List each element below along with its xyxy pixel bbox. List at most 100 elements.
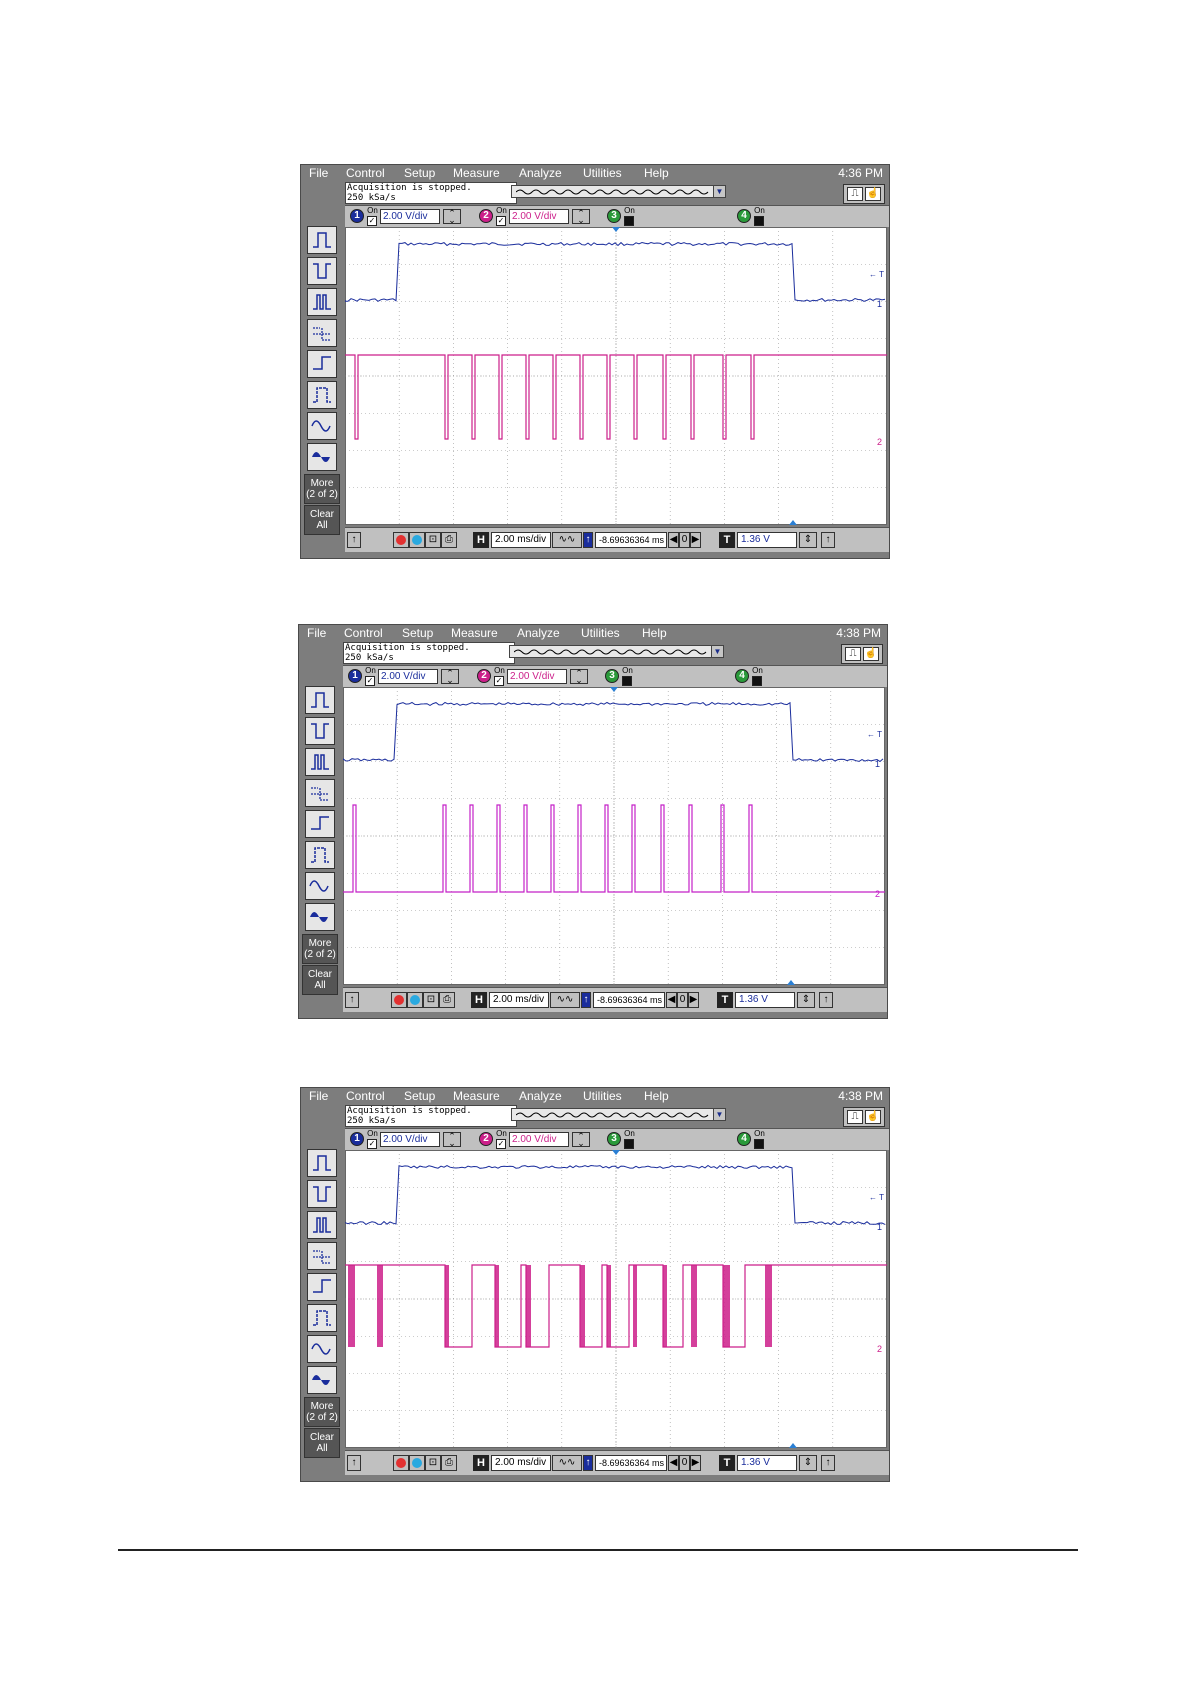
trigger-level-field[interactable]: 1.36 V	[735, 992, 795, 1008]
trigger-tv-button[interactable]	[305, 872, 335, 900]
trigger-tv-button[interactable]	[307, 412, 337, 440]
menu-analyze[interactable]: Analyze	[517, 626, 560, 640]
channel-2-on[interactable]: On ✓	[496, 206, 507, 226]
channel-2-badge[interactable]: 2	[477, 669, 491, 683]
menu-analyze[interactable]: Analyze	[519, 166, 562, 180]
trigger-glitch-button[interactable]	[307, 1211, 337, 1239]
menu-measure[interactable]: Measure	[451, 626, 498, 640]
single-button[interactable]	[409, 532, 425, 548]
menu-file[interactable]: File	[307, 626, 327, 640]
channel-4-on[interactable]: On	[754, 207, 765, 226]
delay-right-button[interactable]: ▶	[690, 1455, 701, 1471]
channel-3-badge[interactable]: 3	[607, 209, 621, 223]
single-button[interactable]	[409, 1455, 425, 1471]
channel-2-badge[interactable]: 2	[479, 209, 493, 223]
autoscale-icon[interactable]: ⊡	[425, 532, 441, 548]
trigger-tv-button[interactable]	[307, 1335, 337, 1363]
pointer-mode-icon[interactable]: ☝	[865, 187, 881, 201]
marker-right-button[interactable]: ↑	[819, 992, 833, 1008]
channel-4-badge[interactable]: 4	[737, 1132, 751, 1146]
run-button[interactable]	[393, 532, 409, 548]
timebase-spinner[interactable]: ∿∿	[552, 532, 582, 548]
channel-1-spinner[interactable]: ⌃ ⌄	[441, 669, 459, 685]
trigger-timeout-button[interactable]	[305, 841, 335, 869]
clear-all-button[interactable]: Clear All	[304, 1428, 340, 1458]
marker-left-button[interactable]: ↑	[347, 532, 361, 548]
menu-control[interactable]: Control	[346, 1089, 385, 1103]
delay-field[interactable]: -8.69636364 ms	[593, 992, 665, 1008]
channel-2-scale[interactable]: 2.00 V/div	[507, 669, 567, 684]
channel-4-on[interactable]: On	[754, 1130, 765, 1149]
trigger-timeout-button[interactable]	[307, 1304, 337, 1332]
more-button[interactable]: More (2 of 2)	[304, 474, 340, 504]
delay-zero-button[interactable]: 0	[677, 992, 688, 1008]
menu-help[interactable]: Help	[644, 1089, 669, 1103]
menu-analyze[interactable]: Analyze	[519, 1089, 562, 1103]
delay-marker-icon[interactable]: ↑	[581, 992, 591, 1008]
channel-4-badge[interactable]: 4	[735, 669, 749, 683]
trigger-glitch-button[interactable]	[307, 288, 337, 316]
trigger-level-field[interactable]: 1.36 V	[737, 532, 797, 548]
print-icon[interactable]: ⎙	[441, 1455, 457, 1471]
menu-measure[interactable]: Measure	[453, 1089, 500, 1103]
channel-3-badge[interactable]: 3	[607, 1132, 621, 1146]
channel-3-badge[interactable]: 3	[605, 669, 619, 683]
channel-2-on[interactable]: On ✓	[494, 666, 505, 686]
marker-left-button[interactable]: ↑	[347, 1455, 361, 1471]
trigger-level-spinner[interactable]: ⇕	[797, 992, 815, 1008]
channel-3-on[interactable]: On	[622, 667, 633, 686]
clear-all-button[interactable]: Clear All	[302, 965, 338, 995]
trigger-setup-hold-button[interactable]	[307, 1273, 337, 1301]
chevron-down-icon[interactable]: ▼	[713, 1109, 725, 1120]
channel-4-on[interactable]: On	[752, 667, 763, 686]
channel-1-badge[interactable]: 1	[350, 1132, 364, 1146]
delay-zero-button[interactable]: 0	[679, 532, 690, 548]
delay-right-button[interactable]: ▶	[688, 992, 699, 1008]
channel-2-scale[interactable]: 2.00 V/div	[509, 209, 569, 224]
timebase-field[interactable]: 2.00 ms/div	[491, 1455, 551, 1471]
autoscale-icon[interactable]: ⊡	[425, 1455, 441, 1471]
trigger-line-button[interactable]	[307, 1366, 337, 1394]
channel-1-spinner[interactable]: ⌃ ⌄	[443, 209, 461, 225]
delay-marker-icon[interactable]: ↑	[583, 532, 593, 548]
channel-3-on[interactable]: On	[624, 1130, 635, 1149]
delay-left-button[interactable]: ◀	[668, 1455, 679, 1471]
channel-1-spinner[interactable]: ⌃ ⌄	[443, 1132, 461, 1148]
print-icon[interactable]: ⎙	[441, 532, 457, 548]
channel-2-spinner[interactable]: ⌃ ⌄	[572, 1132, 590, 1148]
chevron-down-icon[interactable]: ▼	[711, 646, 723, 657]
trigger-level-field[interactable]: 1.36 V	[737, 1455, 797, 1471]
trigger-pattern-button[interactable]	[307, 319, 337, 347]
timebase-spinner[interactable]: ∿∿	[552, 1455, 582, 1471]
channel-2-spinner[interactable]: ⌃ ⌄	[570, 669, 588, 685]
trigger-edge-rise-button[interactable]	[307, 226, 337, 254]
timebase-spinner[interactable]: ∿∿	[550, 992, 580, 1008]
menu-utilities[interactable]: Utilities	[583, 1089, 622, 1103]
channel-1-badge[interactable]: 1	[350, 209, 364, 223]
acquisition-dropdown[interactable]: ▼	[511, 185, 726, 198]
single-button[interactable]	[407, 992, 423, 1008]
trigger-glitch-button[interactable]	[305, 748, 335, 776]
channel-1-on[interactable]: On ✓	[365, 666, 376, 686]
channel-1-on[interactable]: On ✓	[367, 206, 378, 226]
menu-help[interactable]: Help	[642, 626, 667, 640]
waveform-display[interactable]: ← T 1 2	[342, 687, 885, 985]
menu-control[interactable]: Control	[344, 626, 383, 640]
pulse-mode-icon[interactable]: ⎍	[847, 187, 863, 201]
trigger-pattern-button[interactable]	[305, 779, 335, 807]
channel-2-badge[interactable]: 2	[479, 1132, 493, 1146]
delay-field[interactable]: -8.69636364 ms	[595, 1455, 667, 1471]
channel-2-on[interactable]: On ✓	[496, 1129, 507, 1149]
more-button[interactable]: More (2 of 2)	[304, 1397, 340, 1427]
acquisition-dropdown[interactable]: ▼	[509, 645, 724, 658]
trigger-timeout-button[interactable]	[307, 381, 337, 409]
trigger-edge-fall-button[interactable]	[307, 257, 337, 285]
print-icon[interactable]: ⎙	[439, 992, 455, 1008]
menu-setup[interactable]: Setup	[404, 1089, 436, 1103]
channel-1-on[interactable]: On ✓	[367, 1129, 378, 1149]
trigger-setup-hold-button[interactable]	[307, 350, 337, 378]
channel-3-on[interactable]: On	[624, 207, 635, 226]
menu-control[interactable]: Control	[346, 166, 385, 180]
channel-1-scale[interactable]: 2.00 V/div	[380, 1132, 440, 1147]
run-button[interactable]	[391, 992, 407, 1008]
